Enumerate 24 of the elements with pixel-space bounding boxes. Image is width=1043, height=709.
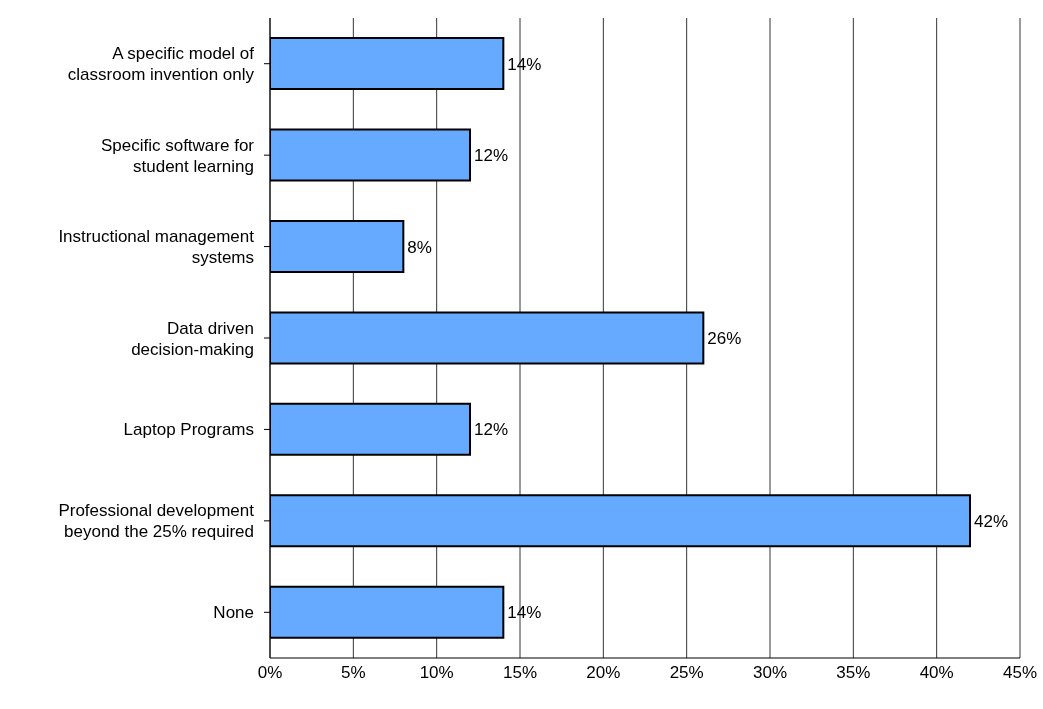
- data-label: 42%: [974, 511, 1009, 531]
- y-tick-label: Specific software for student learning: [100, 135, 255, 176]
- y-tick-label: None: [213, 602, 254, 622]
- y-tick-label: A specific model of classroom invention only: [67, 43, 255, 84]
- y-tick-label: Laptop Programs: [123, 419, 254, 439]
- y-tick-label: Instructional management systems: [58, 226, 255, 267]
- x-tick-label: 45%: [1002, 663, 1038, 683]
- x-tick-label: 0%: [257, 663, 283, 683]
- x-tick-label: 15%: [502, 663, 538, 683]
- x-tick-label: 20%: [586, 663, 621, 683]
- data-label: 12%: [474, 420, 509, 440]
- y-tick-label: Data driven decision-making: [131, 318, 254, 358]
- x-tick-label: 30%: [752, 663, 788, 683]
- y-tick-label: Professional development beyond the 25% required: [58, 500, 255, 541]
- data-label: 8%: [407, 237, 432, 257]
- x-tick-label: 35%: [836, 663, 871, 683]
- x-tick-label: 40%: [919, 663, 954, 683]
- x-tick-label: 5%: [341, 663, 366, 683]
- data-label: 12%: [474, 146, 509, 166]
- data-label: 26%: [707, 328, 742, 348]
- x-tick-label: 25%: [669, 663, 704, 683]
- x-tick-label: 10%: [419, 663, 454, 683]
- data-label: 14%: [507, 54, 542, 74]
- data-label: 14%: [507, 603, 542, 623]
